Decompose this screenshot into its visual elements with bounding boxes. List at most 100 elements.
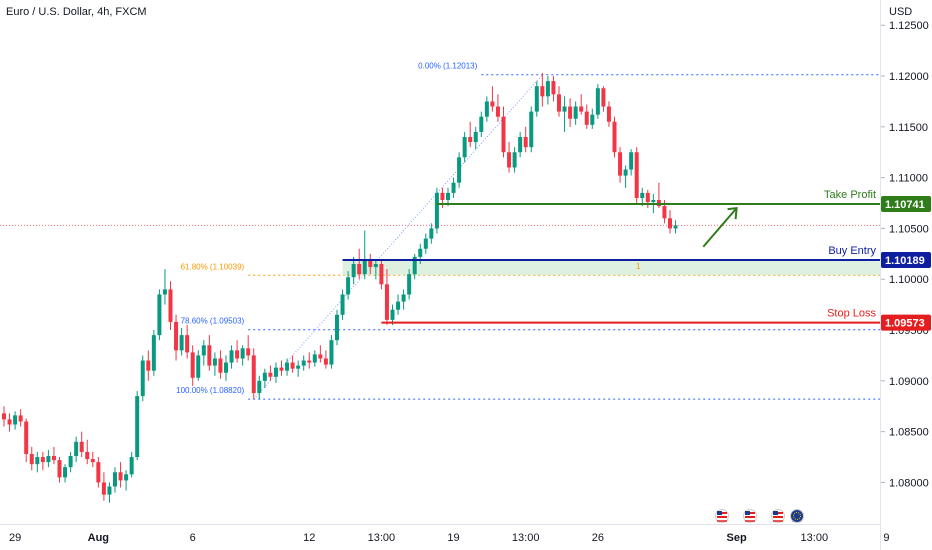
fib-level-label: 61.80% (1.10039) — [181, 262, 245, 271]
symbol-title: Euro / U.S. Dollar, 4h, FXCM — [6, 6, 147, 18]
candle-body — [335, 314, 339, 341]
eu-flag-icon[interactable] — [790, 509, 804, 523]
price-axis[interactable]: 1.12500 1.12000 1.11500 1.11000 1.10500 1.100… — [880, 0, 932, 550]
us-flag-icon[interactable] — [771, 509, 785, 523]
candle-body — [606, 106, 611, 122]
time-axis[interactable]: 29 Aug 6 12 13:00 19 13:00 26 Sep 13:00 9 — [0, 524, 890, 545]
candle-body — [90, 459, 95, 463]
candle-body — [307, 360, 312, 363]
candle-body — [129, 457, 134, 475]
candle-body — [35, 457, 40, 465]
candle-body — [668, 218, 672, 229]
fib-trend-line — [253, 74, 543, 400]
price-tag-label: 1.10189 — [885, 255, 925, 267]
candle-body — [79, 441, 84, 452]
candle-body — [557, 94, 561, 112]
candle-body — [412, 256, 417, 275]
candle-body — [612, 121, 617, 153]
x-tick-label: 13:00 — [368, 532, 396, 544]
candle-body — [101, 482, 106, 495]
candle-body — [140, 360, 145, 397]
y-tick-label: 1.08500 — [889, 427, 929, 439]
candle-body — [462, 137, 467, 158]
candle-body — [85, 451, 90, 460]
trade-levels[interactable]: Take Profit Buy Entry Stop Loss — [0, 189, 880, 324]
candle-body — [235, 350, 240, 359]
us-flag-icon[interactable] — [715, 509, 729, 523]
candle-body — [446, 192, 450, 200]
x-tick-label: 26 — [592, 532, 604, 544]
candle-body — [362, 260, 367, 275]
x-tick-label: 13:00 — [512, 532, 540, 544]
x-tick-label: Aug — [88, 532, 109, 544]
zone-marker: 1 — [636, 262, 641, 271]
candle-body — [29, 453, 34, 465]
candle-body — [629, 152, 634, 170]
candle-body — [651, 199, 656, 203]
candle-body — [384, 284, 389, 320]
candle-body — [473, 131, 478, 143]
y-tick-label: 1.10500 — [889, 223, 929, 235]
y-tick-label: 1.12000 — [889, 71, 929, 83]
candle-body — [273, 367, 278, 377]
candle-body — [451, 182, 456, 193]
candle-body — [107, 486, 112, 495]
fib-level-label: 100.00% (1.08820) — [176, 386, 244, 395]
candle-body — [534, 86, 539, 112]
event-flags[interactable] — [715, 509, 804, 523]
candle-body — [18, 415, 23, 422]
candle-body — [568, 106, 573, 119]
y-tick-label: 1.12500 — [889, 20, 929, 32]
candle-body — [434, 192, 439, 229]
x-tick-label: Sep — [727, 532, 747, 544]
price-tag — [881, 314, 931, 331]
candle-body — [407, 274, 412, 295]
candle-body — [351, 264, 356, 278]
x-tick-label: 9 — [883, 532, 889, 544]
buy-zone-box — [342, 260, 880, 276]
candle-body — [379, 264, 384, 285]
candle-body — [457, 157, 462, 183]
candle-body — [518, 137, 523, 153]
candle-body — [63, 467, 68, 478]
x-tick-label: 19 — [447, 532, 459, 544]
candle-body — [346, 277, 351, 295]
candle-body — [301, 360, 306, 366]
candle-body — [268, 372, 273, 377]
candle-body — [229, 350, 234, 363]
candle-body — [74, 441, 79, 457]
candle-body — [595, 88, 600, 115]
candle-body — [146, 360, 151, 371]
candle-body — [634, 152, 639, 198]
candle-body — [57, 460, 62, 478]
candle-body — [645, 192, 650, 203]
candle-body — [423, 238, 428, 249]
candle-body — [296, 365, 301, 369]
candle-body — [40, 457, 45, 463]
candle-body — [179, 335, 184, 351]
candle-body — [501, 116, 506, 153]
candle-body — [512, 152, 517, 168]
candle-body — [279, 367, 284, 371]
level-label: Stop Loss — [827, 308, 876, 320]
candle-body — [579, 106, 584, 112]
candle-body — [262, 372, 267, 381]
price-tag-label: 1.09573 — [885, 318, 925, 330]
candle-body — [174, 321, 179, 351]
y-tick-label: 1.10000 — [889, 274, 929, 286]
candle-body — [401, 294, 406, 302]
candle-body — [529, 111, 534, 148]
us-flag-icon[interactable] — [743, 509, 757, 523]
candle-body — [551, 81, 556, 95]
candle-body — [240, 348, 245, 359]
fib-level-label: 0.00% (1.12013) — [418, 62, 477, 71]
candle-body — [479, 116, 484, 132]
x-tick-label: 12 — [303, 532, 315, 544]
candle-body — [157, 294, 162, 336]
candles — [2, 72, 678, 503]
candle-body — [573, 106, 578, 119]
candle-body — [507, 152, 512, 168]
candle-body — [201, 345, 206, 356]
candle-body — [662, 206, 667, 219]
